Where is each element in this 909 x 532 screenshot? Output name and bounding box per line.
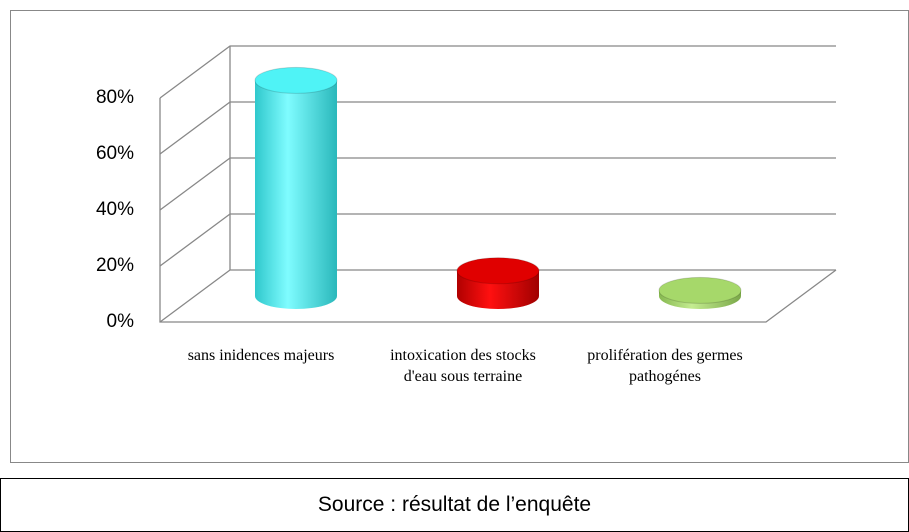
- y-tick-label: 20%: [96, 255, 134, 276]
- grid-line: [159, 269, 836, 323]
- bar-body: [255, 80, 337, 310]
- bar-top: [456, 257, 540, 285]
- bar-top: [658, 276, 742, 304]
- grid-line: [159, 45, 836, 99]
- bar: [254, 66, 338, 310]
- source-caption: Source : résultat de l’enquête: [0, 478, 909, 532]
- y-tick-label: 40%: [96, 199, 134, 220]
- y-tick-label: 60%: [96, 143, 134, 164]
- grid-line: [159, 101, 836, 155]
- x-tick-label: prolifération des germes pathogénes: [587, 347, 743, 385]
- y-tick-label: 80%: [96, 87, 134, 108]
- grid-line: [159, 157, 836, 211]
- bar: [456, 257, 540, 309]
- x-tick-label: sans inidences majeurs: [187, 347, 335, 364]
- chart: 0% 20% 40% 60% 80%: [96, 45, 837, 332]
- grid-line: [159, 213, 836, 267]
- y-tick-label: 0%: [107, 311, 135, 332]
- bar: [658, 276, 742, 309]
- bar-top: [254, 66, 338, 94]
- x-tick-label: intoxication des stocks d'eau sous terra…: [390, 347, 536, 385]
